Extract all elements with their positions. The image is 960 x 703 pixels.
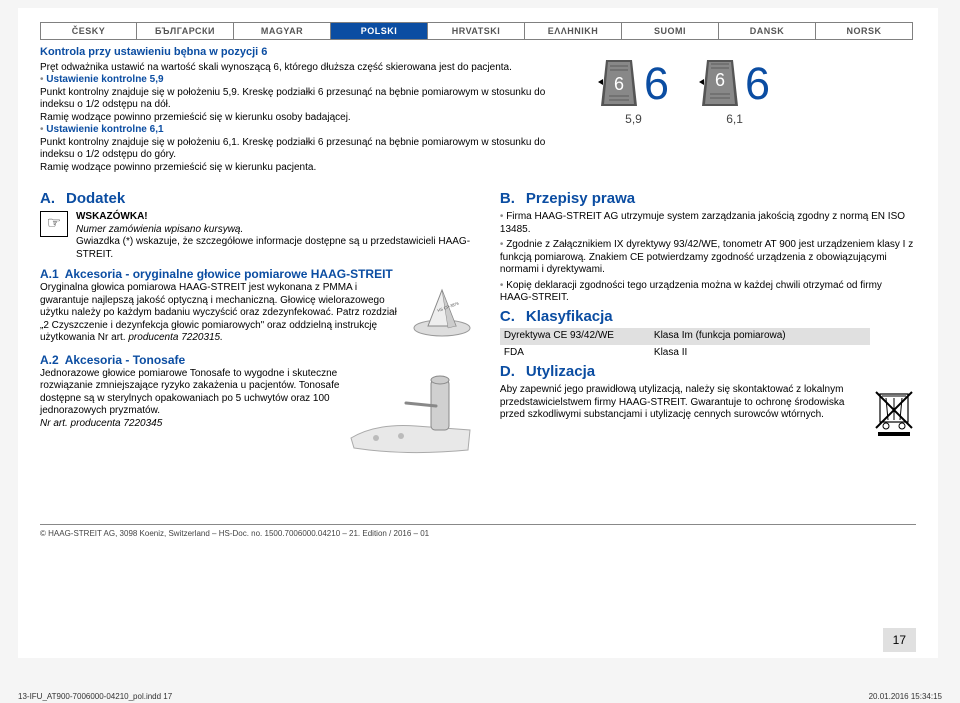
lang-tab[interactable]: ČESKY <box>40 22 137 40</box>
law-list: • Firma HAAG-STREIT AG utrzymuje system … <box>500 211 916 305</box>
para: Pręt odważnika ustawić na wartość skali … <box>40 62 580 75</box>
dial-group-61: 6 6 6,1 <box>699 56 770 174</box>
dial-group-59: 6 6 5,9 <box>598 56 669 174</box>
svg-text:6: 6 <box>614 74 624 94</box>
dial-icon: 6 <box>699 56 741 108</box>
prism-figure: HS CP-3876 <box>408 282 476 343</box>
language-tabs: ČESKYБЪЛГАРСКИMAGYARPOLSKIHRVATSKIΕΛΛΗΝΙ… <box>40 22 916 40</box>
list-item: • Kopię deklaracji zgodności tego urządz… <box>500 280 916 305</box>
page-number: 17 <box>883 628 916 652</box>
dial-figures: 6 6 5,9 <box>598 46 770 174</box>
lang-tab[interactable]: SUOMI <box>622 22 719 40</box>
column-right: B.Przepisy prawa • Firma HAAG-STREIT AG … <box>500 188 916 466</box>
disposal-block: Aby zapewnić jego prawidłową utylizacją,… <box>500 384 916 443</box>
para: Punkt kontrolny znajduje się w położeniu… <box>40 137 580 162</box>
dial-icon: 6 <box>598 56 640 108</box>
dial-value: 6 <box>745 61 770 108</box>
lang-tab[interactable]: POLSKI <box>331 22 428 40</box>
column-left: A.Dodatek ☞ WSKAZÓWKA! Numer zamówienia … <box>40 188 476 466</box>
lang-tab[interactable]: MAGYAR <box>234 22 331 40</box>
main-columns: A.Dodatek ☞ WSKAZÓWKA! Numer zamówienia … <box>40 188 916 466</box>
hint-block: ☞ WSKAZÓWKA! Numer zamówienia wpisano ku… <box>40 211 476 261</box>
bullet-line: • Ustawienie kontrolne 5,9 <box>40 74 580 87</box>
sub-A1-head: A.1Akcesoria - oryginalne głowice pomiar… <box>40 267 476 282</box>
list-item: • Firma HAAG-STREIT AG utrzymuje system … <box>500 211 916 236</box>
tonosafe-figure <box>346 368 476 463</box>
print-timestamp: 20.01.2016 15:34:15 <box>869 692 942 701</box>
dial-value: 6 <box>644 61 669 108</box>
list-item: • Zgodnie z Załącznikiem IX dyrektywy 93… <box>500 239 916 277</box>
copyright: © HAAG-STREIT AG, 3098 Koeniz, Switzerla… <box>40 529 429 538</box>
hint-text: WSKAZÓWKA! Numer zamówienia wpisano kurs… <box>76 211 476 261</box>
print-meta: 13-IFU_AT900-7006000-04210_pol.indd 17 2… <box>18 692 942 701</box>
para: Aby zapewnić jego prawidłową utylizacją,… <box>500 384 862 443</box>
table-cell: FDA <box>500 345 650 362</box>
section-A-head: A.Dodatek <box>40 190 476 209</box>
instruction-text: Kontrola przy ustawieniu bębna w pozycji… <box>40 46 580 174</box>
dial-caption: 6,1 <box>699 112 770 126</box>
top-row: Kontrola przy ustawieniu bębna w pozycji… <box>40 46 916 174</box>
table-cell: Klasa Im (funkcja pomiarowa) <box>650 328 870 345</box>
sub-A2-head: A.2Akcesoria - Tonosafe <box>40 353 476 368</box>
lang-tab[interactable]: БЪЛГАРСКИ <box>137 22 234 40</box>
section-C-head: C.Klasyfikacja <box>500 308 916 327</box>
hint-icon: ☞ <box>40 211 68 237</box>
weee-icon <box>872 384 916 443</box>
table-cell: Klasa II <box>650 345 870 362</box>
section-D-head: D.Utylizacja <box>500 363 916 382</box>
section-B-head: B.Przepisy prawa <box>500 190 916 209</box>
dial-caption: 5,9 <box>598 112 669 126</box>
section-title: Kontrola przy ustawieniu bębna w pozycji… <box>40 46 580 60</box>
svg-text:6: 6 <box>715 70 725 90</box>
manual-page: ČESKYБЪЛГАРСКИMAGYARPOLSKIHRVATSKIΕΛΛΗΝΙ… <box>18 8 938 658</box>
para: Ramię wodzące powinno przemieścić się w … <box>40 112 580 125</box>
lang-tab[interactable]: HRVATSKI <box>428 22 525 40</box>
bullet-line: • Ustawienie kontrolne 6,1 <box>40 124 580 137</box>
lang-tab[interactable]: ΕΛΛΗΝΙΚΗ <box>525 22 622 40</box>
para: Ramię wodzące powinno przemieścić się w … <box>40 162 580 175</box>
classification-table: Dyrektywa CE 93/42/WEKlasa Im (funkcja p… <box>500 328 916 361</box>
lang-tab[interactable]: NORSK <box>816 22 913 40</box>
footer: © HAAG-STREIT AG, 3098 Koeniz, Switzerla… <box>40 524 916 538</box>
lang-tab[interactable]: DANSK <box>719 22 816 40</box>
source-file: 13-IFU_AT900-7006000-04210_pol.indd 17 <box>18 692 172 701</box>
para: Punkt kontrolny znajduje się w położeniu… <box>40 87 580 112</box>
table-cell: Dyrektywa CE 93/42/WE <box>500 328 650 345</box>
